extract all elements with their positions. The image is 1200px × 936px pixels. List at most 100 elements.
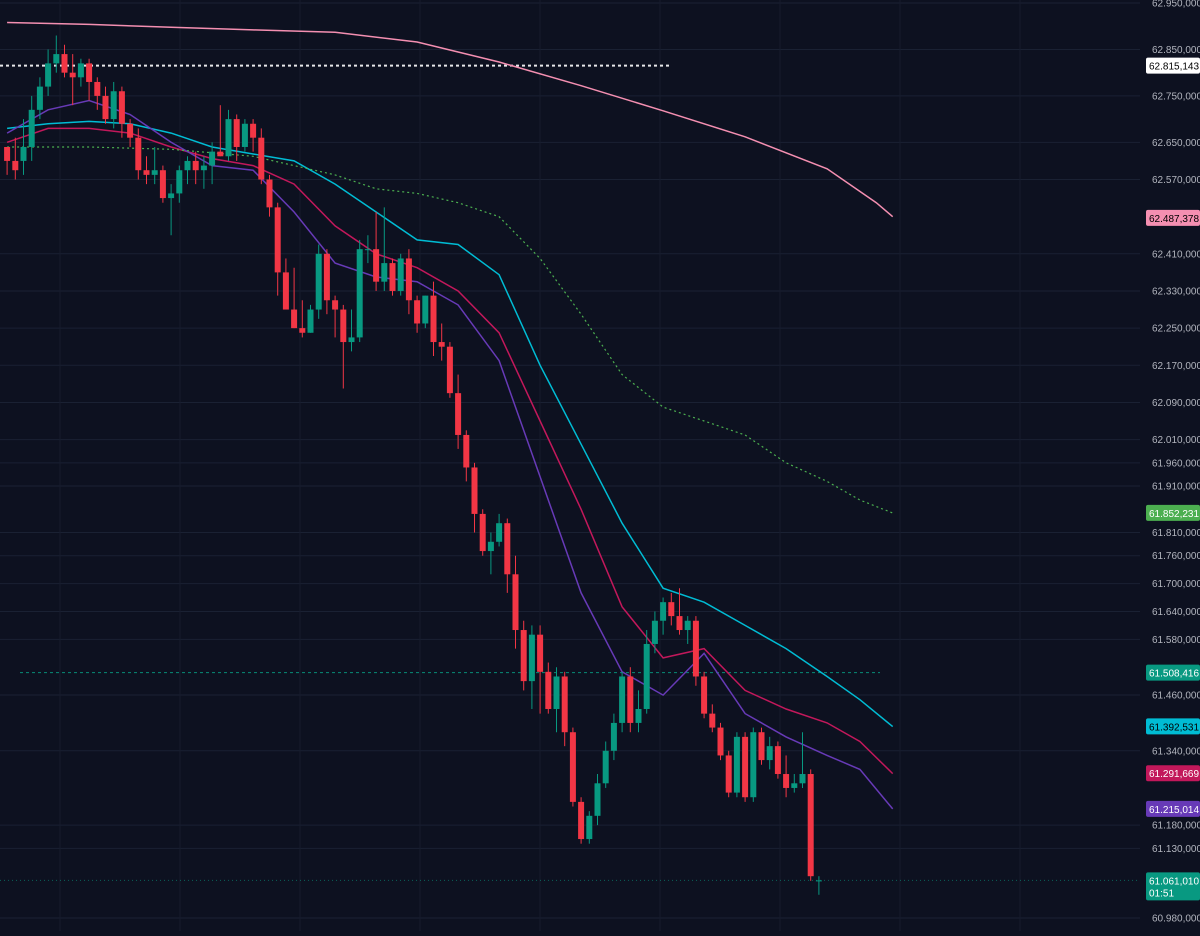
candle — [463, 430, 470, 482]
candle — [758, 727, 765, 765]
y-axis-tick-label: 62.410,000 — [1152, 249, 1200, 260]
candle-body — [45, 63, 52, 87]
candle-body — [668, 602, 675, 617]
candle-body — [512, 574, 519, 631]
y-axis-tick-label: 61.760,000 — [1152, 551, 1200, 562]
candle — [422, 295, 429, 329]
candle — [28, 95, 35, 161]
candle-body — [561, 676, 568, 733]
y-axis-tick-label: 61.180,000 — [1152, 821, 1200, 832]
candle — [143, 156, 150, 185]
candle — [356, 239, 363, 343]
price-tag-background — [1146, 718, 1200, 735]
candle — [53, 35, 60, 73]
candle-body — [184, 160, 191, 171]
last-price-tag-background — [1146, 872, 1200, 901]
candle — [545, 662, 552, 714]
price-tag-background — [1146, 209, 1200, 226]
price-tag-text: 61.852,231 — [1149, 509, 1199, 520]
candle — [332, 295, 339, 338]
candle-body — [692, 620, 699, 677]
candle-body — [520, 630, 527, 682]
candle-body — [553, 676, 560, 709]
candle-body — [725, 755, 732, 793]
candle-body — [233, 119, 240, 147]
y-axis-tick-label: 61.640,000 — [1152, 607, 1200, 618]
candle — [45, 49, 52, 96]
candle — [86, 58, 93, 101]
candle — [258, 128, 265, 185]
candle-body — [12, 160, 19, 171]
candle — [69, 54, 76, 106]
candle — [635, 690, 642, 733]
price-tag: 61.392,531 — [1146, 718, 1200, 735]
candle-body — [651, 620, 658, 644]
candle-body — [397, 258, 404, 291]
candle — [725, 750, 732, 798]
candle-body — [332, 300, 339, 310]
candle — [471, 462, 478, 533]
candle-body — [594, 783, 601, 816]
y-axis-tick-label: 62.010,000 — [1152, 435, 1200, 446]
candle-body — [774, 746, 781, 775]
candle — [692, 616, 699, 686]
candle — [241, 119, 248, 152]
y-axis-tick-label: 62.650,000 — [1152, 138, 1200, 149]
candle-body — [602, 750, 609, 784]
candle — [684, 616, 691, 644]
candle-body — [159, 170, 166, 199]
y-axis-tick-label: 61.580,000 — [1152, 635, 1200, 646]
candle-body — [118, 91, 125, 124]
candle-body — [61, 54, 68, 73]
candle-body — [430, 295, 437, 343]
candle — [504, 518, 511, 593]
candle — [512, 555, 519, 649]
candle — [537, 625, 544, 714]
price-tag-background — [1146, 504, 1200, 521]
candle — [733, 732, 740, 798]
candle-body — [323, 253, 330, 301]
candle-body — [381, 263, 388, 282]
candle — [414, 295, 421, 333]
candle — [94, 77, 101, 110]
candle-body — [569, 732, 576, 802]
candle-body — [151, 170, 158, 175]
candle — [282, 258, 289, 310]
candle-body — [143, 170, 150, 175]
price-tag-text: 61.215,014 — [1149, 805, 1199, 816]
candle — [643, 630, 650, 714]
candle — [348, 309, 355, 352]
candle-body — [717, 727, 724, 756]
candle — [315, 244, 322, 319]
price-axis[interactable]: 62.950,000 62.850,000 62.750,000 62.650,000… — [1152, 0, 1200, 925]
candle — [799, 732, 806, 788]
candle-body — [348, 337, 355, 343]
y-axis-tick-label: 62.250,000 — [1152, 324, 1200, 335]
candle — [627, 667, 634, 733]
candle-body — [414, 300, 421, 324]
candle-body — [266, 179, 273, 208]
candle-body — [742, 736, 749, 798]
candle-body — [28, 109, 35, 147]
candle — [430, 281, 437, 356]
y-axis-tick-label: 61.700,000 — [1152, 579, 1200, 590]
candle-body — [610, 722, 617, 751]
price-tag: 62.487,378 — [1146, 209, 1200, 226]
price-tag-text: 61.392,531 — [1149, 722, 1199, 733]
candle — [397, 253, 404, 296]
price-labels: 62.815,143 62.487,378 61.852,231 61.508,416… — [1146, 57, 1200, 901]
candle-body — [209, 151, 216, 166]
bar-countdown: 01:51 — [1149, 888, 1174, 899]
candle-body — [709, 713, 716, 728]
candle-body — [192, 160, 199, 171]
candle — [528, 625, 535, 709]
y-axis-tick-label: 62.850,000 — [1152, 45, 1200, 56]
candle — [520, 620, 527, 691]
candle — [225, 109, 232, 161]
candle-body — [627, 676, 634, 723]
candle-body — [94, 81, 101, 96]
candle — [118, 86, 125, 138]
candle — [77, 58, 84, 87]
